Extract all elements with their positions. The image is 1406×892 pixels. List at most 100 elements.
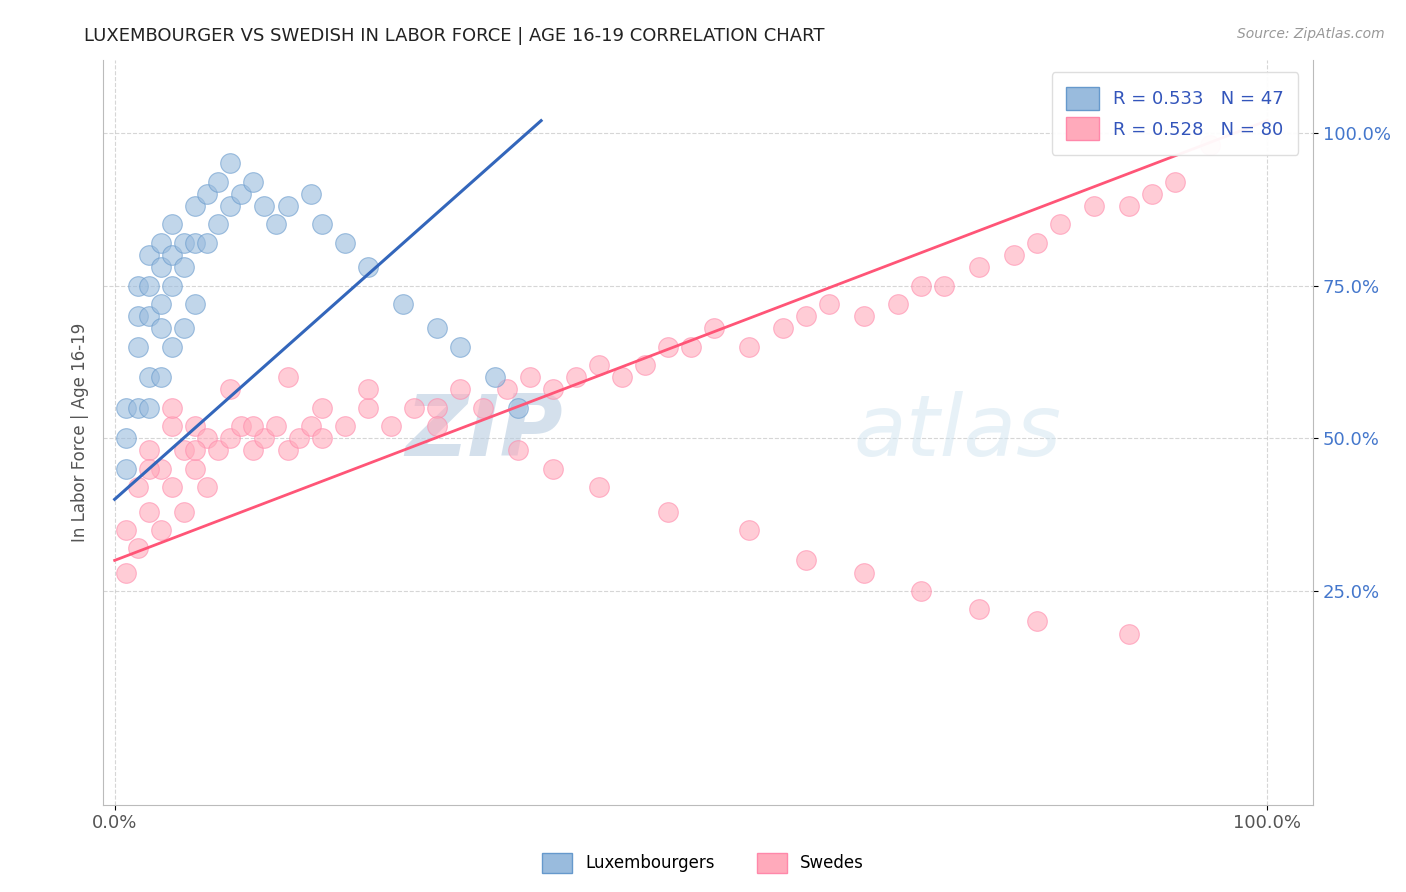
Point — [138, 248, 160, 262]
Point — [495, 383, 517, 397]
Point — [311, 401, 333, 415]
Point — [149, 321, 172, 335]
Point — [195, 431, 218, 445]
Point — [231, 419, 253, 434]
Point — [1049, 218, 1071, 232]
Point — [311, 218, 333, 232]
Point — [173, 443, 195, 458]
Point — [173, 260, 195, 275]
Point — [149, 523, 172, 537]
Point — [564, 370, 586, 384]
Point — [657, 504, 679, 518]
Text: Source: ZipAtlas.com: Source: ZipAtlas.com — [1237, 27, 1385, 41]
Point — [253, 199, 276, 213]
Point — [127, 340, 149, 354]
Point — [506, 401, 529, 415]
Point — [138, 370, 160, 384]
Point — [737, 340, 759, 354]
Y-axis label: In Labor Force | Age 16-19: In Labor Force | Age 16-19 — [72, 323, 89, 541]
Point — [1025, 615, 1047, 629]
Point — [1118, 626, 1140, 640]
Point — [162, 480, 184, 494]
Point — [357, 260, 380, 275]
Point — [449, 383, 471, 397]
Point — [149, 260, 172, 275]
Point — [127, 480, 149, 494]
Point — [703, 321, 725, 335]
Point — [195, 186, 218, 201]
Point — [184, 419, 207, 434]
Point — [127, 309, 149, 323]
Point — [184, 297, 207, 311]
Point — [472, 401, 495, 415]
Point — [910, 583, 932, 598]
Point — [1083, 199, 1105, 213]
Point — [207, 175, 229, 189]
Point — [219, 383, 242, 397]
Point — [910, 278, 932, 293]
Point — [207, 218, 229, 232]
Point — [219, 199, 242, 213]
Point — [426, 401, 449, 415]
Point — [162, 419, 184, 434]
Point — [588, 358, 610, 372]
Point — [449, 340, 471, 354]
Point — [253, 431, 276, 445]
Point — [219, 156, 242, 170]
Point — [1140, 186, 1163, 201]
Point — [1118, 199, 1140, 213]
Text: LUXEMBOURGER VS SWEDISH IN LABOR FORCE | AGE 16-19 CORRELATION CHART: LUXEMBOURGER VS SWEDISH IN LABOR FORCE |… — [84, 27, 825, 45]
Point — [333, 419, 356, 434]
Point — [299, 186, 322, 201]
Point — [219, 431, 242, 445]
Point — [264, 419, 287, 434]
Point — [195, 235, 218, 250]
Point — [1025, 235, 1047, 250]
Point — [426, 321, 449, 335]
Point — [852, 566, 875, 580]
Point — [242, 419, 264, 434]
Point — [115, 523, 138, 537]
Point — [1198, 138, 1220, 153]
Point — [162, 340, 184, 354]
Point — [1002, 248, 1025, 262]
Point — [184, 443, 207, 458]
Point — [127, 278, 149, 293]
Point — [115, 431, 138, 445]
Point — [794, 309, 817, 323]
Point — [138, 462, 160, 476]
Point — [242, 175, 264, 189]
Point — [541, 383, 564, 397]
Point — [288, 431, 311, 445]
Text: ZIP: ZIP — [405, 391, 562, 474]
Text: atlas: atlas — [853, 391, 1062, 474]
Point — [1164, 175, 1187, 189]
Point — [184, 235, 207, 250]
Point — [138, 504, 160, 518]
Point — [634, 358, 657, 372]
Point — [149, 370, 172, 384]
Point — [277, 199, 299, 213]
Point — [357, 401, 380, 415]
Point — [818, 297, 841, 311]
Point — [149, 462, 172, 476]
Point — [264, 218, 287, 232]
Point — [184, 462, 207, 476]
Point — [380, 419, 402, 434]
Point — [127, 401, 149, 415]
Point — [162, 218, 184, 232]
Point — [391, 297, 413, 311]
Point — [311, 431, 333, 445]
Point — [588, 480, 610, 494]
Point — [657, 340, 679, 354]
Point — [231, 186, 253, 201]
Point — [138, 309, 160, 323]
Point — [277, 370, 299, 384]
Point — [162, 248, 184, 262]
Point — [794, 553, 817, 567]
Point — [679, 340, 702, 354]
Point — [484, 370, 506, 384]
Point — [277, 443, 299, 458]
Point — [506, 443, 529, 458]
Point — [195, 480, 218, 494]
